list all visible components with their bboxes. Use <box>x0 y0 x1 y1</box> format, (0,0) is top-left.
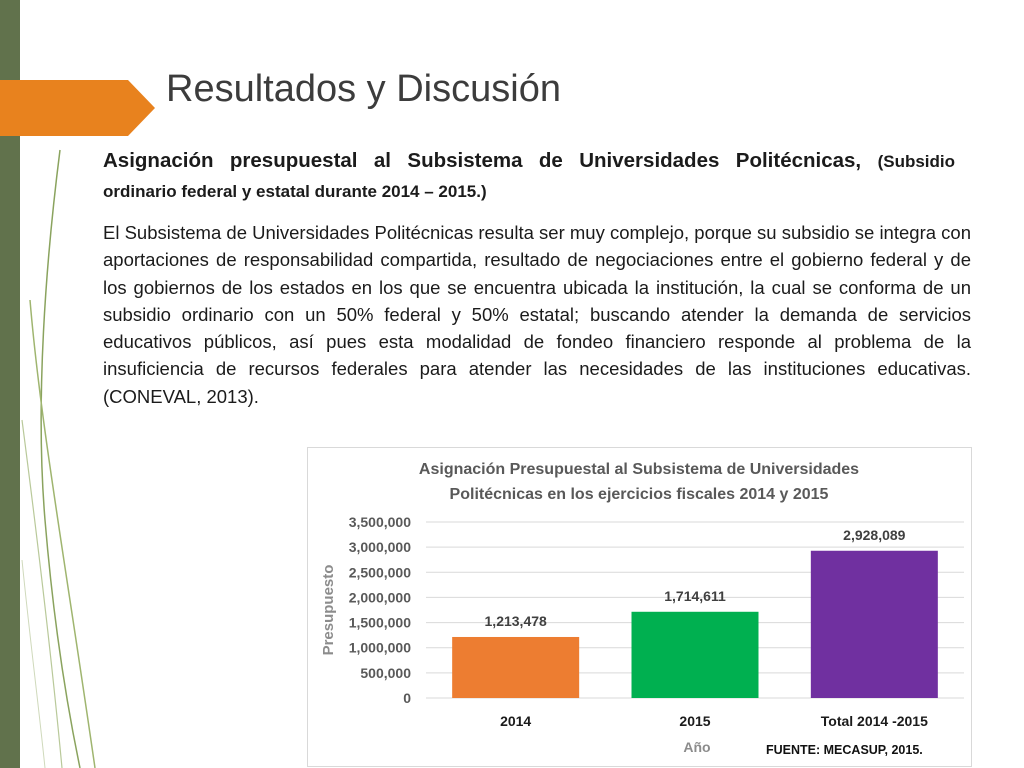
y-tick-label: 0 <box>403 690 411 706</box>
y-tick-label: 3,500,000 <box>349 514 411 530</box>
x-tick-label: 2014 <box>500 713 531 729</box>
title-accent-arrow <box>0 80 155 136</box>
x-axis-title: Año <box>683 739 710 755</box>
y-tick-label: 2,500,000 <box>349 564 411 580</box>
bar-value-label: 1,213,478 <box>485 613 547 629</box>
x-tick-label: Total 2014 -2015 <box>821 713 928 729</box>
chart-bar <box>631 611 759 698</box>
y-tick-label: 2,000,000 <box>349 589 411 605</box>
bar-chart: Asignación Presupuestal al Subsistema de… <box>307 447 972 767</box>
chart-title-line: Politécnicas en los ejercicios fiscales … <box>450 486 829 503</box>
decorative-lines <box>21 149 96 768</box>
section-subtitle: Asignación presupuestal al Subsistema de… <box>103 146 955 206</box>
body-paragraph: El Subsistema de Universidades Politécni… <box>103 222 971 407</box>
x-tick-label: 2015 <box>679 713 710 729</box>
chart-title-line: Asignación Presupuestal al Subsistema de… <box>419 461 859 478</box>
subtitle-main: Asignación presupuestal al Subsistema de… <box>103 149 862 172</box>
chart-bar <box>810 550 938 698</box>
bar-value-label: 2,928,089 <box>843 527 905 543</box>
chart-bar <box>452 636 580 698</box>
chart-canvas: Asignación Presupuestal al Subsistema de… <box>320 461 964 755</box>
y-tick-label: 1,500,000 <box>349 615 411 631</box>
subtitle-parenthetical: (Subsidio ordinario federal y estatal du… <box>103 152 956 201</box>
y-tick-label: 3,000,000 <box>349 539 411 555</box>
page-title: Resultados y Discusión <box>166 68 561 110</box>
bar-value-label: 1,714,611 <box>664 588 726 604</box>
y-tick-label: 500,000 <box>360 665 411 681</box>
y-axis-title: Presupuesto <box>320 565 337 656</box>
y-tick-label: 1,000,000 <box>349 640 411 656</box>
left-side-bar <box>0 0 20 768</box>
source-note: FUENTE: MECASUP, 2015. <box>766 743 923 757</box>
